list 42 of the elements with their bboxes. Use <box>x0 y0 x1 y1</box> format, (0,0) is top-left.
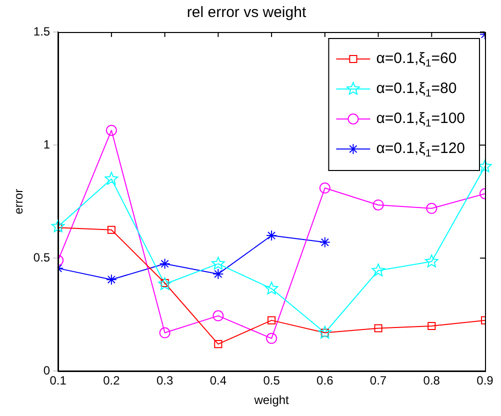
x-tick-label: 0.7 <box>370 374 387 388</box>
y-tick-label: 1 <box>43 137 50 152</box>
y-tick-label: 0.5 <box>33 250 50 264</box>
point <box>106 274 117 286</box>
x-tick-label: 0.2 <box>103 374 120 388</box>
y-tick-label: 0 <box>43 364 50 378</box>
point <box>319 236 330 248</box>
point <box>424 254 438 268</box>
point <box>264 282 278 294</box>
point <box>159 327 170 338</box>
point <box>268 316 276 324</box>
point <box>51 219 65 232</box>
x-tick-label: 0.3 <box>156 374 174 388</box>
point <box>428 322 436 330</box>
point <box>214 340 222 348</box>
x-tick-label: 0.6 <box>316 374 334 388</box>
point <box>266 230 278 242</box>
point <box>212 310 224 322</box>
point <box>319 182 330 194</box>
x-tick-label: 0.5 <box>263 374 280 388</box>
point <box>158 277 172 290</box>
point <box>212 268 224 280</box>
point <box>211 256 225 270</box>
point <box>107 226 116 234</box>
point <box>426 202 438 214</box>
x-tick-label: 0.8 <box>423 374 440 388</box>
point <box>372 264 385 276</box>
point <box>318 326 332 339</box>
point <box>159 258 170 270</box>
point <box>104 172 118 185</box>
x-tick-label: 0.9 <box>476 374 494 388</box>
point <box>374 324 382 332</box>
point <box>106 124 117 136</box>
chart-title: rel error vs weight <box>186 4 307 22</box>
point <box>372 199 384 210</box>
y-tick-label: 1.5 <box>33 24 50 38</box>
point <box>478 160 492 172</box>
x-axis-title: weight <box>253 393 290 408</box>
y-axis-title: error <box>12 188 26 214</box>
x-tick-label: 0.4 <box>210 374 227 388</box>
point <box>266 332 278 344</box>
x-tick-label: 0.1 <box>50 374 67 388</box>
